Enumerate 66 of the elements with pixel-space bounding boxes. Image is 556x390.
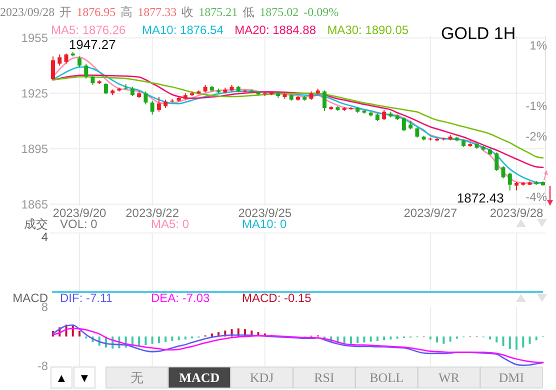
candlestick <box>150 100 154 116</box>
y2-tick-label: -4% <box>526 190 548 204</box>
text: 1875.02 <box>260 5 299 19</box>
y-tick-label: 1895 <box>21 142 48 156</box>
x-tick-label: 2023/9/20 <box>52 206 106 220</box>
y2-tick-label: 1% <box>530 38 548 52</box>
y-tick-label: 1865 <box>21 197 48 212</box>
text: 1877.33 <box>138 5 177 19</box>
text: DEA: -7.03 <box>151 291 210 305</box>
y2-tick-label: -1% <box>526 99 548 114</box>
text: BOLL <box>370 370 404 385</box>
candlestick <box>494 152 499 172</box>
text: 1875.21 <box>198 5 238 19</box>
series-label: MACD: -0.15 <box>242 291 312 305</box>
candlestick <box>64 53 68 64</box>
candlestick <box>402 116 406 132</box>
text: MA10: 0 <box>242 217 288 231</box>
candlestick <box>130 86 134 97</box>
text: MA30: 1890.05 <box>327 23 409 37</box>
annotation: 1947.27 <box>68 37 116 52</box>
candlestick <box>104 82 108 95</box>
text: DMI <box>498 370 524 385</box>
text: ▲ <box>56 371 68 385</box>
candlestick <box>144 90 148 105</box>
text: MA20: 1884.88 <box>234 23 316 37</box>
x-tick-label: 2023/9/27 <box>404 206 458 220</box>
x-tick-label: 2023/9/28 <box>490 206 544 220</box>
text: 低 <box>242 5 255 19</box>
text: MACD <box>179 370 220 385</box>
text: 4 <box>41 230 48 244</box>
text: VOL: 0 <box>60 217 98 231</box>
text: 无 <box>130 370 144 385</box>
candlestick <box>382 109 386 121</box>
text: MA5: 0 <box>151 217 190 231</box>
text: 高 <box>120 5 133 19</box>
candlestick <box>84 63 88 79</box>
text: MA10: 1876.54 <box>142 23 224 37</box>
y2-tick-label: -2% <box>526 129 548 144</box>
text: ▼ <box>78 371 90 385</box>
text: 1876.95 <box>76 5 116 19</box>
candlestick <box>90 74 95 86</box>
text: RSI <box>314 370 334 385</box>
text: -0.09% <box>304 5 339 19</box>
y-tick-label: 1955 <box>21 31 48 46</box>
text: KDJ <box>250 370 274 385</box>
y-tick-label: 1925 <box>21 86 48 100</box>
candlestick <box>78 56 82 68</box>
y-tick-label: -8 <box>37 359 48 374</box>
candlestick <box>508 172 512 191</box>
text: MA5: 1876.26 <box>51 23 126 37</box>
candlestick <box>58 54 62 66</box>
annotation: 1872.43 <box>456 190 504 206</box>
candlestick <box>156 96 161 112</box>
text: WR <box>438 370 460 385</box>
candlestick <box>501 166 506 179</box>
text: 成交 <box>24 217 48 231</box>
chart-title: GOLD 1H <box>441 24 516 43</box>
candlestick <box>51 56 55 81</box>
text: 收 <box>182 5 194 19</box>
x-tick-label: 2023/9/22 <box>126 206 180 220</box>
candlestick <box>322 90 326 112</box>
text: 2023/09/28 <box>0 5 55 19</box>
text: 开 <box>60 5 72 19</box>
x-tick-label: 2023/9/25 <box>238 206 292 220</box>
candlestick <box>415 126 420 138</box>
series-label: DIF: -7.11 <box>60 291 113 305</box>
